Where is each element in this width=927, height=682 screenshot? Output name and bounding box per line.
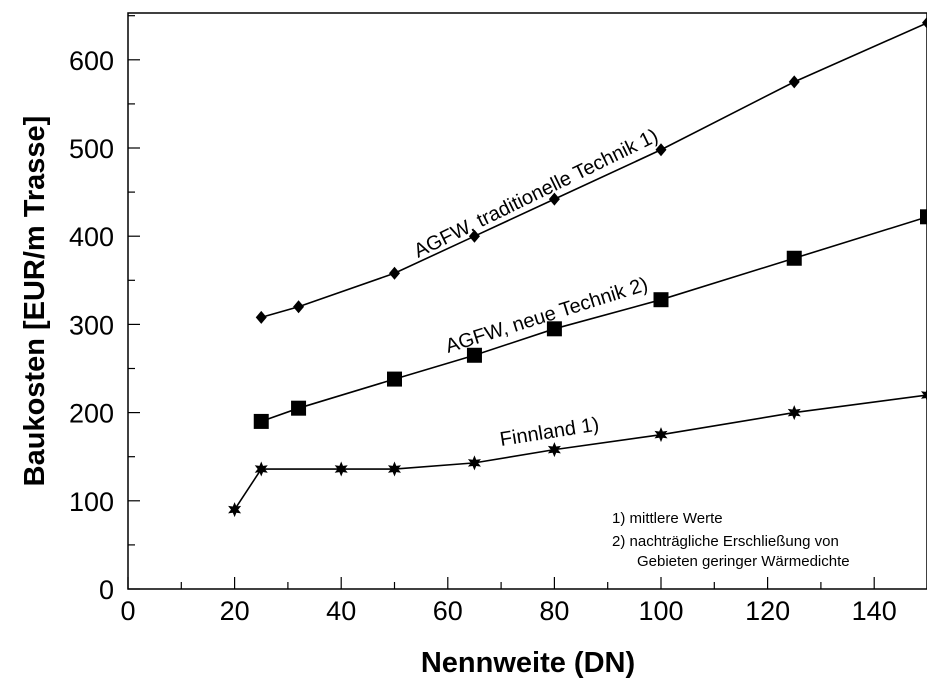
data-point <box>653 292 669 308</box>
data-point <box>291 400 307 416</box>
series-line <box>261 22 927 319</box>
series-label-agfw-traditionell: AGFW, traditionelle Technik 1) <box>411 125 662 263</box>
data-point <box>921 388 927 402</box>
y-tick-label: 400 <box>69 222 114 252</box>
note-1: 1) mittlere Werte <box>612 510 723 527</box>
data-point <box>255 310 267 324</box>
x-tick-label: 60 <box>433 596 463 626</box>
data-point <box>228 502 242 518</box>
data-point <box>548 192 560 206</box>
data-point <box>334 461 348 477</box>
note-2: 2) nachträgliche Erschließung von <box>612 533 839 550</box>
y-tick-label: 0 <box>99 575 114 605</box>
x-tick-label: 100 <box>638 596 683 626</box>
data-point <box>293 300 305 314</box>
x-tick-label: 80 <box>539 596 569 626</box>
y-tick-label: 200 <box>69 399 114 429</box>
data-point <box>387 371 402 387</box>
data-point <box>388 461 401 477</box>
data-point <box>546 321 562 337</box>
x-axis: 0 20 40 60 80 100 120 140 <box>120 577 927 626</box>
series-2 <box>253 209 927 429</box>
data-point <box>254 461 268 477</box>
series-1 <box>255 16 927 324</box>
data-point <box>253 413 269 429</box>
y-tick-label: 600 <box>69 46 114 76</box>
data-point <box>788 75 800 89</box>
note-3: Gebieten geringer Wärmedichte <box>637 553 850 570</box>
data-point <box>920 209 927 225</box>
x-tick-label: 0 <box>120 596 135 626</box>
data-point <box>922 16 927 29</box>
data-point <box>655 143 667 157</box>
x-axis-title: Nennweite (DN) <box>421 647 635 679</box>
x-tick-label: 140 <box>852 596 897 626</box>
data-point <box>466 347 482 363</box>
series-line <box>260 216 927 423</box>
y-tick-label: 100 <box>69 487 114 517</box>
series-label-agfw-neu: AGFW, neue Technik 2) <box>443 273 651 357</box>
data-point <box>467 455 481 471</box>
data-point <box>468 229 480 243</box>
data-point <box>547 442 561 458</box>
plot-frame <box>127 12 927 590</box>
data-point <box>389 266 400 280</box>
x-tick-label: 40 <box>326 596 356 626</box>
y-axis: 0 100 200 300 400 500 600 <box>69 15 140 605</box>
y-tick-label: 500 <box>69 134 114 164</box>
y-axis-title: Baukosten [EUR/m Trasse] <box>19 116 51 487</box>
x-tick-label: 20 <box>220 596 250 626</box>
y-tick-label: 300 <box>69 310 114 340</box>
series-3 <box>228 388 927 518</box>
series-line <box>233 394 927 511</box>
data-point <box>786 250 802 266</box>
data-point <box>654 427 668 443</box>
x-tick-label: 120 <box>745 596 790 626</box>
series-layer <box>228 16 927 518</box>
data-point <box>787 405 801 421</box>
